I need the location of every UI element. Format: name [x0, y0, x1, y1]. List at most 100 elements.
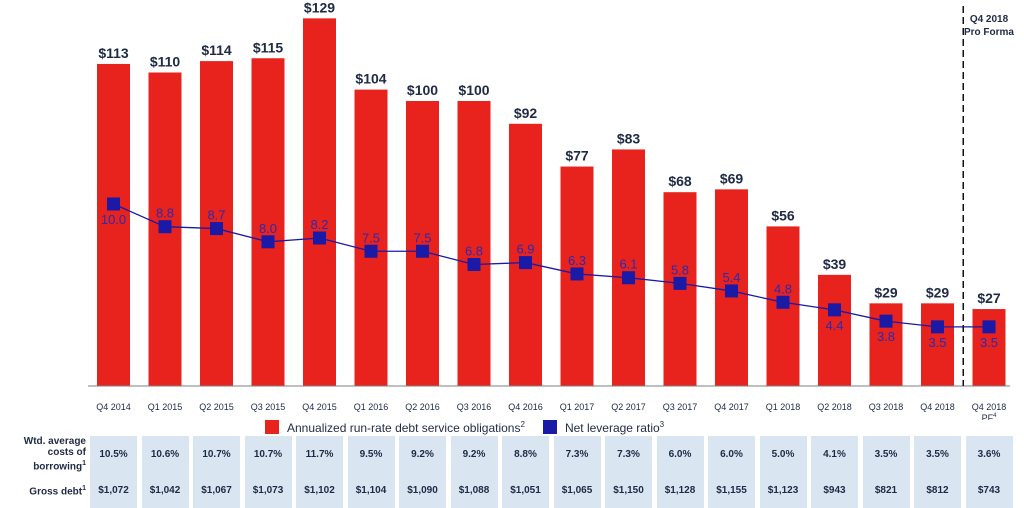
table-cell: 5.0%	[759, 436, 807, 472]
x-tick-label: Q4 2014	[96, 402, 131, 412]
x-tick-label: Q4 2017	[714, 402, 749, 412]
bar-value-label: $110	[150, 54, 181, 70]
x-tick-label: Q1 2015	[148, 402, 183, 412]
table-cell: $1,090	[399, 472, 446, 508]
bar-value-label: $29	[926, 284, 950, 300]
bar-3	[251, 58, 285, 386]
leverage-marker-3	[261, 235, 275, 249]
table-cell: 6.0%	[656, 436, 704, 472]
x-tick-label: Q1 2018	[766, 402, 801, 412]
table-cell: 4.1%	[811, 436, 858, 472]
leverage-value-label: 4.8	[774, 281, 792, 296]
bar-value-label: $27	[977, 290, 1001, 306]
leverage-marker-10	[622, 271, 635, 285]
leverage-value-label: 8.0	[259, 221, 277, 236]
table-cell: $1,065	[553, 472, 601, 508]
table-cell: 3.5%	[914, 436, 961, 472]
leverage-marker-13	[776, 295, 790, 309]
bar-value-label: $114	[201, 42, 232, 58]
table-cell: $1,072	[90, 472, 137, 508]
leverage-value-label: 8.7	[207, 208, 225, 223]
leverage-marker-14	[828, 303, 841, 317]
table-row: Gross debt1 $1,072 $1,042 $1,067 $1,073 $1,10…	[0, 472, 1024, 508]
leverage-value-label: 5.4	[722, 270, 740, 285]
x-tick-label: Q1 2016	[354, 402, 389, 412]
bar-value-label: $77	[565, 148, 589, 164]
table-cell: $1,067	[193, 472, 240, 508]
leverage-marker-15	[879, 314, 893, 328]
leverage-marker-1	[158, 220, 172, 234]
table-cell: $1,051	[502, 472, 549, 508]
debt-chart: $113 $110 $114 $115 $129 $104 $100 $100 $92 $77 $8…	[88, 0, 1014, 420]
x-tick-label: Q3 2018	[869, 402, 904, 412]
leverage-marker-8	[519, 256, 532, 270]
leverage-value-label: 3.5	[980, 335, 998, 350]
leverage-value-label: 5.8	[671, 262, 689, 277]
table-cell: $821	[862, 472, 910, 508]
legend: Annualized run-rate debt service obligat…	[265, 418, 674, 436]
bar-value-label: $56	[771, 207, 795, 223]
pro-forma-divider: Q4 2018 Pro Forma	[962, 6, 1014, 386]
x-tick-label: Q1 2017	[560, 402, 595, 412]
leverage-marker-7	[467, 257, 481, 271]
leverage-value-label: 6.1	[619, 257, 637, 272]
bar-value-label: $129	[304, 0, 335, 15]
table-cell: 9.5%	[347, 436, 395, 472]
leverage-value-label: 8.2	[310, 217, 328, 232]
table-cell: $1,042	[141, 472, 189, 508]
leverage-value-label: 7.5	[362, 230, 380, 245]
legend-label-leverage: Net leverage ratio3	[564, 419, 665, 435]
leverage-value-label: 10.0	[101, 212, 126, 227]
leverage-value-label: 6.8	[465, 243, 483, 258]
table-cell: $1,123	[759, 472, 807, 508]
leverage-marker-0	[107, 197, 120, 211]
leverage-marker-12	[725, 284, 738, 298]
table-cell: $812	[914, 472, 961, 508]
bar-value-label: $104	[355, 71, 386, 87]
leverage-marker-17	[982, 320, 996, 334]
table-cell: $1,150	[605, 472, 652, 508]
bar-5	[354, 89, 388, 386]
leverage-value-label: 3.5	[928, 335, 946, 350]
table-cell: $1,102	[296, 472, 343, 508]
row-label: Gross debt1	[29, 484, 86, 498]
x-tick-label: Q3 2016	[457, 402, 492, 412]
table-cell: $1,073	[244, 472, 292, 508]
table-row: Wtd. average costs of borrowing1 10.5% 10.6%…	[0, 436, 1024, 472]
x-tick-label: Q2 2017	[611, 402, 646, 412]
table-cell: 6.0%	[708, 436, 755, 472]
x-tick-label: Q3 2015	[251, 402, 286, 412]
bar-value-label: $100	[407, 82, 438, 98]
bar-8	[509, 123, 542, 387]
bar-value-label: $39	[823, 256, 847, 272]
x-tick-label: Q2 2015	[199, 402, 234, 412]
bar-series: $113 $110 $114 $115 $129 $104 $100 $100 $92 $77 $8…	[97, 0, 1006, 387]
x-tick-label-pf: PF4	[982, 413, 998, 420]
table-cell: 10.7%	[193, 436, 240, 472]
leverage-marker-9	[570, 267, 584, 281]
leverage-value-label: 4.4	[825, 318, 843, 333]
legend-swatch-bars	[265, 420, 279, 434]
table-cell: 9.2%	[399, 436, 446, 472]
leverage-line-series: 10.0 8.8 8.7 8.0 8.2 7.5 7.5 6.8 6.9 6.3 6.1 5.8 5.4…	[101, 197, 998, 350]
bar-value-label: $113	[98, 45, 129, 61]
bar-value-label: $100	[458, 82, 489, 98]
leverage-marker-2	[210, 222, 223, 236]
table-cell: $1,155	[708, 472, 755, 508]
leverage-value-label: 8.8	[156, 206, 174, 221]
table-cell: 3.6%	[965, 436, 1013, 472]
table-cell: 10.5%	[90, 436, 137, 472]
table-cell: 7.3%	[553, 436, 601, 472]
bar-6	[406, 101, 439, 386]
row-label: Wtd. average costs of borrowing1	[23, 435, 86, 473]
x-axis: Q4 2014 Q1 2015 Q2 2015 Q3 2015 Q4 2015 Q1 20…	[88, 385, 1010, 420]
bar-14	[818, 274, 851, 386]
x-tick-label: Q3 2017	[663, 402, 698, 412]
table-cell: $1,088	[450, 472, 498, 508]
pro-forma-header: Q4 2018	[970, 14, 1009, 25]
bar-4	[303, 18, 336, 386]
leverage-marker-16	[931, 320, 944, 334]
leverage-marker-5	[364, 244, 378, 258]
x-tick-label: Q2 2016	[405, 402, 440, 412]
bar-value-label: $29	[874, 284, 898, 300]
